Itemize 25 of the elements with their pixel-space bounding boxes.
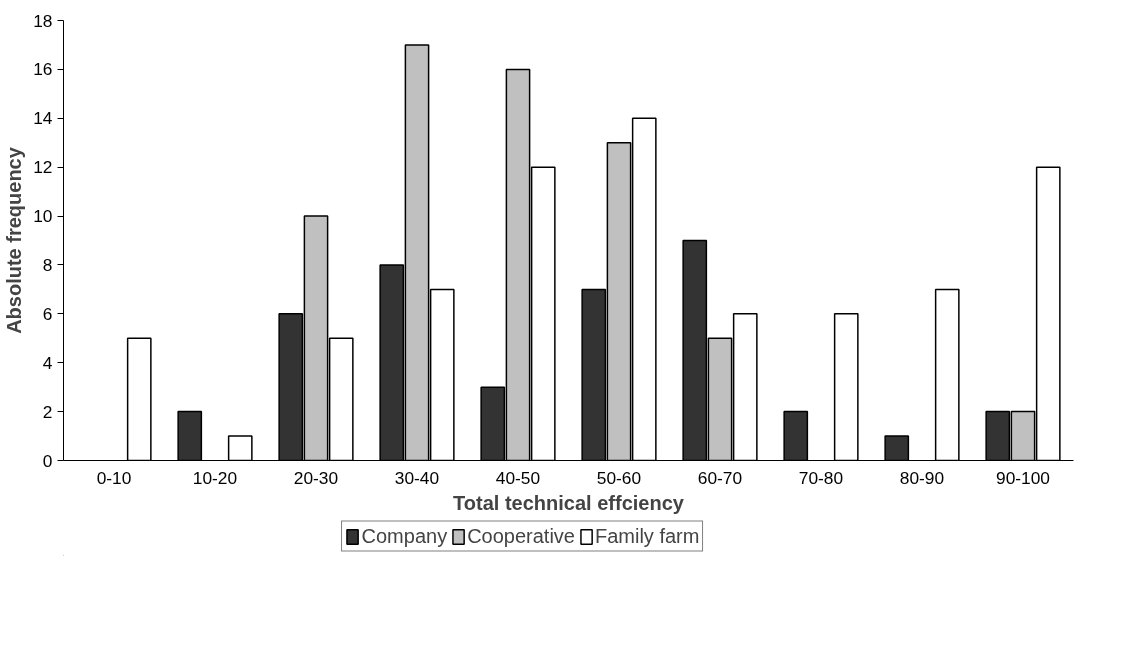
x-tick-label: 0-10	[96, 467, 132, 488]
x-tick-label: 40-50	[495, 467, 541, 488]
x-tick-label: 80-90	[899, 467, 945, 488]
x-tick-label: 60-70	[697, 467, 743, 488]
y-tick-label: 12	[33, 157, 53, 178]
x-tick-label: 30-40	[394, 467, 440, 488]
x-tick-label: 70-80	[798, 467, 844, 488]
legend-label: Family farm	[594, 524, 700, 548]
y-tick-label: 10	[33, 206, 53, 227]
y-axis-title: Absolute frequency	[3, 146, 26, 334]
x-tick-label: 50-60	[596, 467, 642, 488]
y-tick-label: 16	[33, 59, 53, 80]
y-tick-label: 18	[33, 10, 53, 31]
legend-label: Company	[361, 524, 448, 548]
y-tick-label: 8	[42, 254, 53, 275]
x-tick-label: 20-30	[293, 467, 339, 488]
y-tick-label: 0	[42, 450, 53, 471]
y-tick-label: 14	[33, 108, 53, 129]
x-tick-label: 10-20	[192, 467, 238, 488]
y-tick-label: 4	[42, 352, 53, 373]
x-tick-label: 90-100	[996, 467, 1050, 488]
y-tick-label: 6	[42, 303, 53, 324]
x-axis-title: Total technical effciency	[453, 491, 685, 514]
y-tick-label: 2	[42, 401, 53, 422]
legend-label: Cooperative	[467, 524, 575, 548]
